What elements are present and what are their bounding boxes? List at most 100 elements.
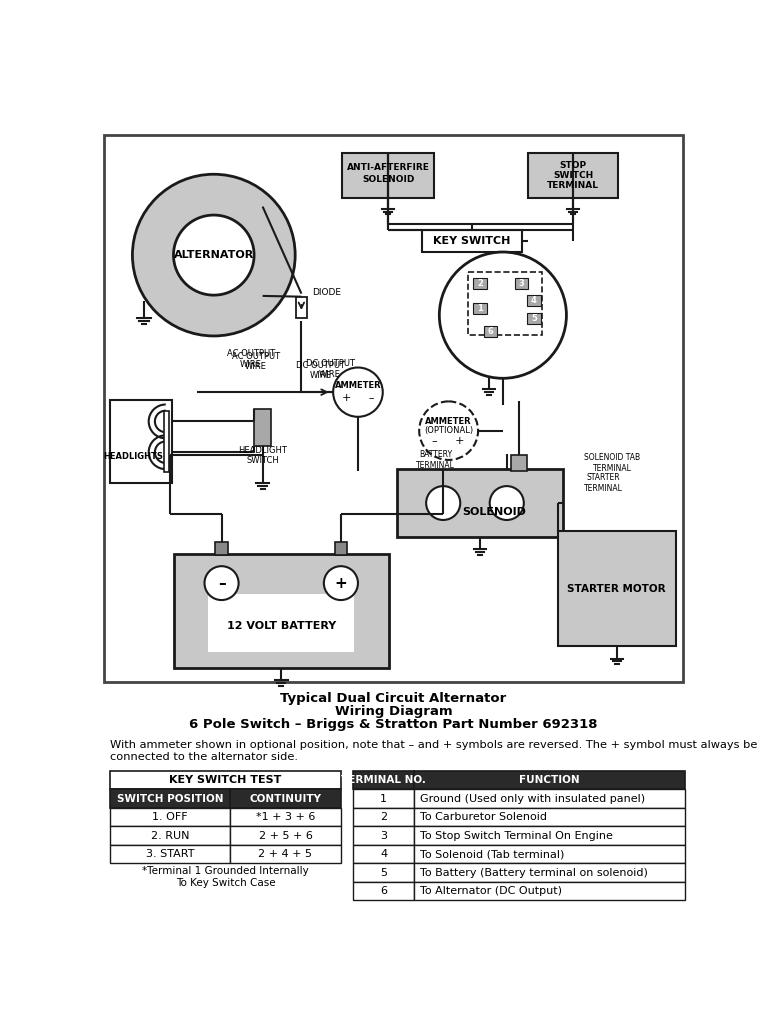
Circle shape — [419, 402, 478, 460]
Bar — [353, 826, 414, 845]
Text: TERMINAL NO.: TERMINAL NO. — [341, 775, 426, 786]
Text: To Battery (Battery terminal on solenoid): To Battery (Battery terminal on solenoid… — [420, 867, 648, 878]
Bar — [414, 771, 685, 790]
Bar — [528, 153, 617, 198]
Bar — [353, 790, 414, 808]
Text: FUNCTION: FUNCTION — [519, 775, 580, 786]
Bar — [414, 790, 685, 808]
Bar — [208, 594, 354, 652]
Bar — [353, 863, 414, 882]
Text: STARTER MOTOR: STARTER MOTOR — [568, 584, 666, 593]
Bar — [230, 790, 341, 808]
Text: 2 + 5 + 6: 2 + 5 + 6 — [259, 831, 313, 840]
Text: 6 Pole Switch – Briggs & Stratton Part Number 692318: 6 Pole Switch – Briggs & Stratton Part N… — [190, 718, 598, 732]
Bar — [414, 826, 685, 845]
Text: SOLENOID TAB
TERMINAL: SOLENOID TAB TERMINAL — [584, 453, 641, 473]
Bar — [353, 808, 414, 826]
Text: 2: 2 — [380, 812, 387, 822]
Bar — [414, 863, 685, 882]
Text: 3. START: 3. START — [146, 849, 194, 859]
Bar — [230, 826, 341, 845]
Circle shape — [333, 367, 382, 417]
Text: 6: 6 — [488, 327, 493, 335]
Text: 4: 4 — [380, 849, 387, 859]
Text: DC OUTPUT
WIRE: DC OUTPUT WIRE — [296, 361, 346, 380]
Bar — [215, 541, 228, 556]
Bar — [110, 826, 230, 845]
Text: 12 VOLT BATTERY: 12 VOLT BATTERY — [227, 621, 336, 631]
Text: 5: 5 — [380, 867, 387, 878]
Circle shape — [490, 486, 524, 520]
Text: To Carburetor Solenoid: To Carburetor Solenoid — [420, 812, 547, 822]
Bar — [343, 153, 434, 198]
Bar — [174, 554, 389, 668]
Text: With ammeter shown in optional position, note that – and + symbols are reversed.: With ammeter shown in optional position,… — [110, 740, 757, 762]
Bar — [484, 326, 498, 336]
Bar — [511, 455, 527, 471]
Bar — [527, 295, 541, 306]
Circle shape — [439, 252, 567, 379]
Bar — [110, 790, 230, 808]
Text: KEY SWITCH: KEY SWITCH — [433, 236, 511, 246]
Text: 3: 3 — [380, 831, 387, 840]
Bar — [468, 272, 541, 335]
Text: 2: 2 — [478, 279, 483, 288]
Text: HEADLIGHTS: HEADLIGHTS — [103, 452, 163, 462]
Text: DC OUTPUT
WIRE: DC OUTPUT WIRE — [306, 359, 355, 379]
Bar — [527, 313, 541, 324]
Text: KEY SWITCH TEST: KEY SWITCH TEST — [169, 775, 282, 786]
Bar — [414, 808, 685, 826]
Bar — [230, 845, 341, 863]
Bar — [110, 400, 172, 483]
Bar — [473, 303, 488, 314]
Bar — [110, 771, 341, 790]
Bar — [353, 845, 414, 863]
Bar — [353, 882, 414, 900]
Text: *1 + 3 + 6: *1 + 3 + 6 — [256, 812, 315, 822]
Text: –     +: – + — [432, 437, 465, 446]
Text: 3: 3 — [518, 279, 525, 288]
Text: AMMETER: AMMETER — [425, 417, 472, 426]
Text: 2. RUN: 2. RUN — [151, 831, 189, 840]
Bar — [104, 135, 684, 682]
Text: –: – — [217, 575, 226, 591]
Bar — [414, 882, 685, 900]
Circle shape — [324, 566, 358, 600]
Text: 4: 4 — [531, 296, 537, 305]
Circle shape — [426, 486, 460, 520]
Bar — [397, 469, 563, 537]
Text: CONTINUITY: CONTINUITY — [250, 794, 322, 804]
Text: STARTER
TERMINAL: STARTER TERMINAL — [584, 473, 623, 493]
Text: AC OUTPUT
WIRE: AC OUTPUT WIRE — [232, 352, 280, 372]
Bar — [110, 808, 230, 826]
Text: 5: 5 — [531, 314, 537, 323]
Bar — [353, 771, 414, 790]
Text: (OPTIONAL): (OPTIONAL) — [424, 426, 473, 435]
Text: +     –: + – — [342, 393, 374, 404]
Bar — [335, 541, 347, 556]
Bar — [230, 808, 341, 826]
Text: HEADLIGHT
SWITCH: HEADLIGHT SWITCH — [238, 446, 287, 465]
Text: SOLENOID: SOLENOID — [462, 507, 526, 518]
Text: Typical Dual Circuit Alternator: Typical Dual Circuit Alternator — [280, 692, 507, 705]
Text: STOP: STOP — [559, 161, 587, 171]
Bar — [515, 278, 528, 289]
Text: 1. OFF: 1. OFF — [152, 812, 188, 822]
Bar — [422, 231, 522, 252]
Text: SWITCH POSITION: SWITCH POSITION — [117, 794, 223, 804]
Text: 2 + 4 + 5: 2 + 4 + 5 — [259, 849, 313, 859]
Bar — [110, 845, 230, 863]
Bar — [164, 411, 169, 472]
Text: TERMINAL: TERMINAL — [547, 181, 599, 190]
Circle shape — [174, 215, 254, 295]
Text: BATTERY
TERMINAL: BATTERY TERMINAL — [416, 450, 455, 470]
Text: +: + — [335, 575, 347, 591]
Bar — [473, 278, 488, 289]
Text: To Stop Switch Terminal On Engine: To Stop Switch Terminal On Engine — [420, 831, 613, 840]
Text: Ground (Used only with insulated panel): Ground (Used only with insulated panel) — [420, 794, 645, 804]
Text: DIODE: DIODE — [312, 288, 341, 297]
Text: 1: 1 — [380, 794, 387, 804]
Bar — [558, 531, 676, 646]
Text: ALTERNATOR: ALTERNATOR — [174, 250, 254, 260]
Text: SOLENOID: SOLENOID — [362, 175, 415, 184]
